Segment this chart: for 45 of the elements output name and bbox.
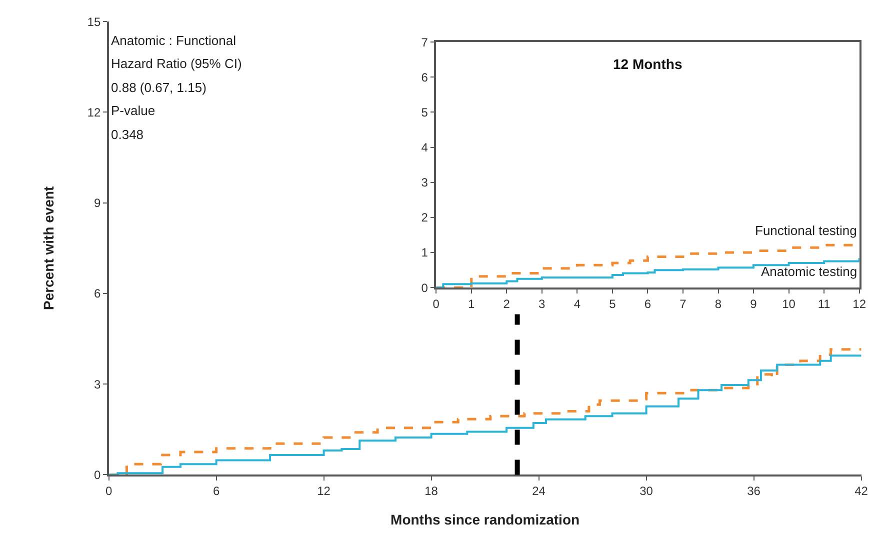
y-tick-label: 3 (94, 377, 101, 392)
y-tick-label: 9 (94, 196, 101, 210)
y-tick-label: 0 (94, 468, 101, 482)
x-tick-label: 3 (538, 296, 546, 311)
x-tick-label: 12 (852, 296, 866, 311)
y-tick-label: 0 (421, 280, 428, 295)
series-label: Functional testing (755, 223, 857, 238)
x-tick-label: 6 (212, 484, 220, 498)
x-tick-label: 12 (317, 484, 331, 498)
annotation: P-value (111, 103, 156, 118)
x-tick-label: 2 (503, 296, 510, 311)
series-label: Anatomic testing (761, 264, 858, 279)
x-tick-label: 4 (574, 296, 581, 311)
y-tick-label: 7 (421, 35, 428, 50)
text: 12 Months (613, 56, 682, 72)
x-tick-label: 1 (468, 296, 476, 311)
x-tick-label: 8 (714, 296, 722, 311)
y-tick-label: 5 (421, 105, 428, 120)
x-tick-label: 24 (532, 484, 546, 498)
y-axis-title: Percent with event (40, 186, 56, 310)
x-tick-label: 36 (747, 484, 761, 498)
x-tick-label: 6 (644, 296, 652, 311)
x-tick-label: 10 (782, 296, 796, 311)
y-tick-label: 6 (94, 286, 101, 301)
y-tick-label: 12 (87, 105, 101, 120)
x-tick-label: 5 (609, 296, 616, 311)
annotation: 0.88 (0.67, 1.15) (111, 80, 206, 95)
y-tick-label: 3 (421, 176, 428, 190)
y-tick-label: 2 (421, 210, 428, 225)
x-tick-label: 0 (432, 296, 440, 311)
y-tick-label: 4 (421, 140, 428, 155)
x-tick-label: 18 (424, 484, 438, 498)
x-tick-label: 11 (818, 296, 831, 311)
y-tick-label: 15 (87, 14, 101, 29)
x-tick-label: 0 (105, 484, 112, 498)
annotation: 0.348 (111, 127, 144, 142)
x-tick-label: 30 (640, 484, 654, 498)
annotation: Anatomic : Functional (111, 33, 236, 48)
x-tick-label: 9 (750, 296, 758, 311)
x-axis-title: Months since randomization (390, 512, 580, 528)
y-tick-label: 1 (421, 246, 428, 260)
x-tick-label: 7 (680, 296, 687, 311)
annotation: Hazard Ratio (95% CI) (111, 56, 242, 71)
y-tick-label: 6 (421, 70, 428, 84)
x-tick-label: 42 (854, 484, 868, 498)
